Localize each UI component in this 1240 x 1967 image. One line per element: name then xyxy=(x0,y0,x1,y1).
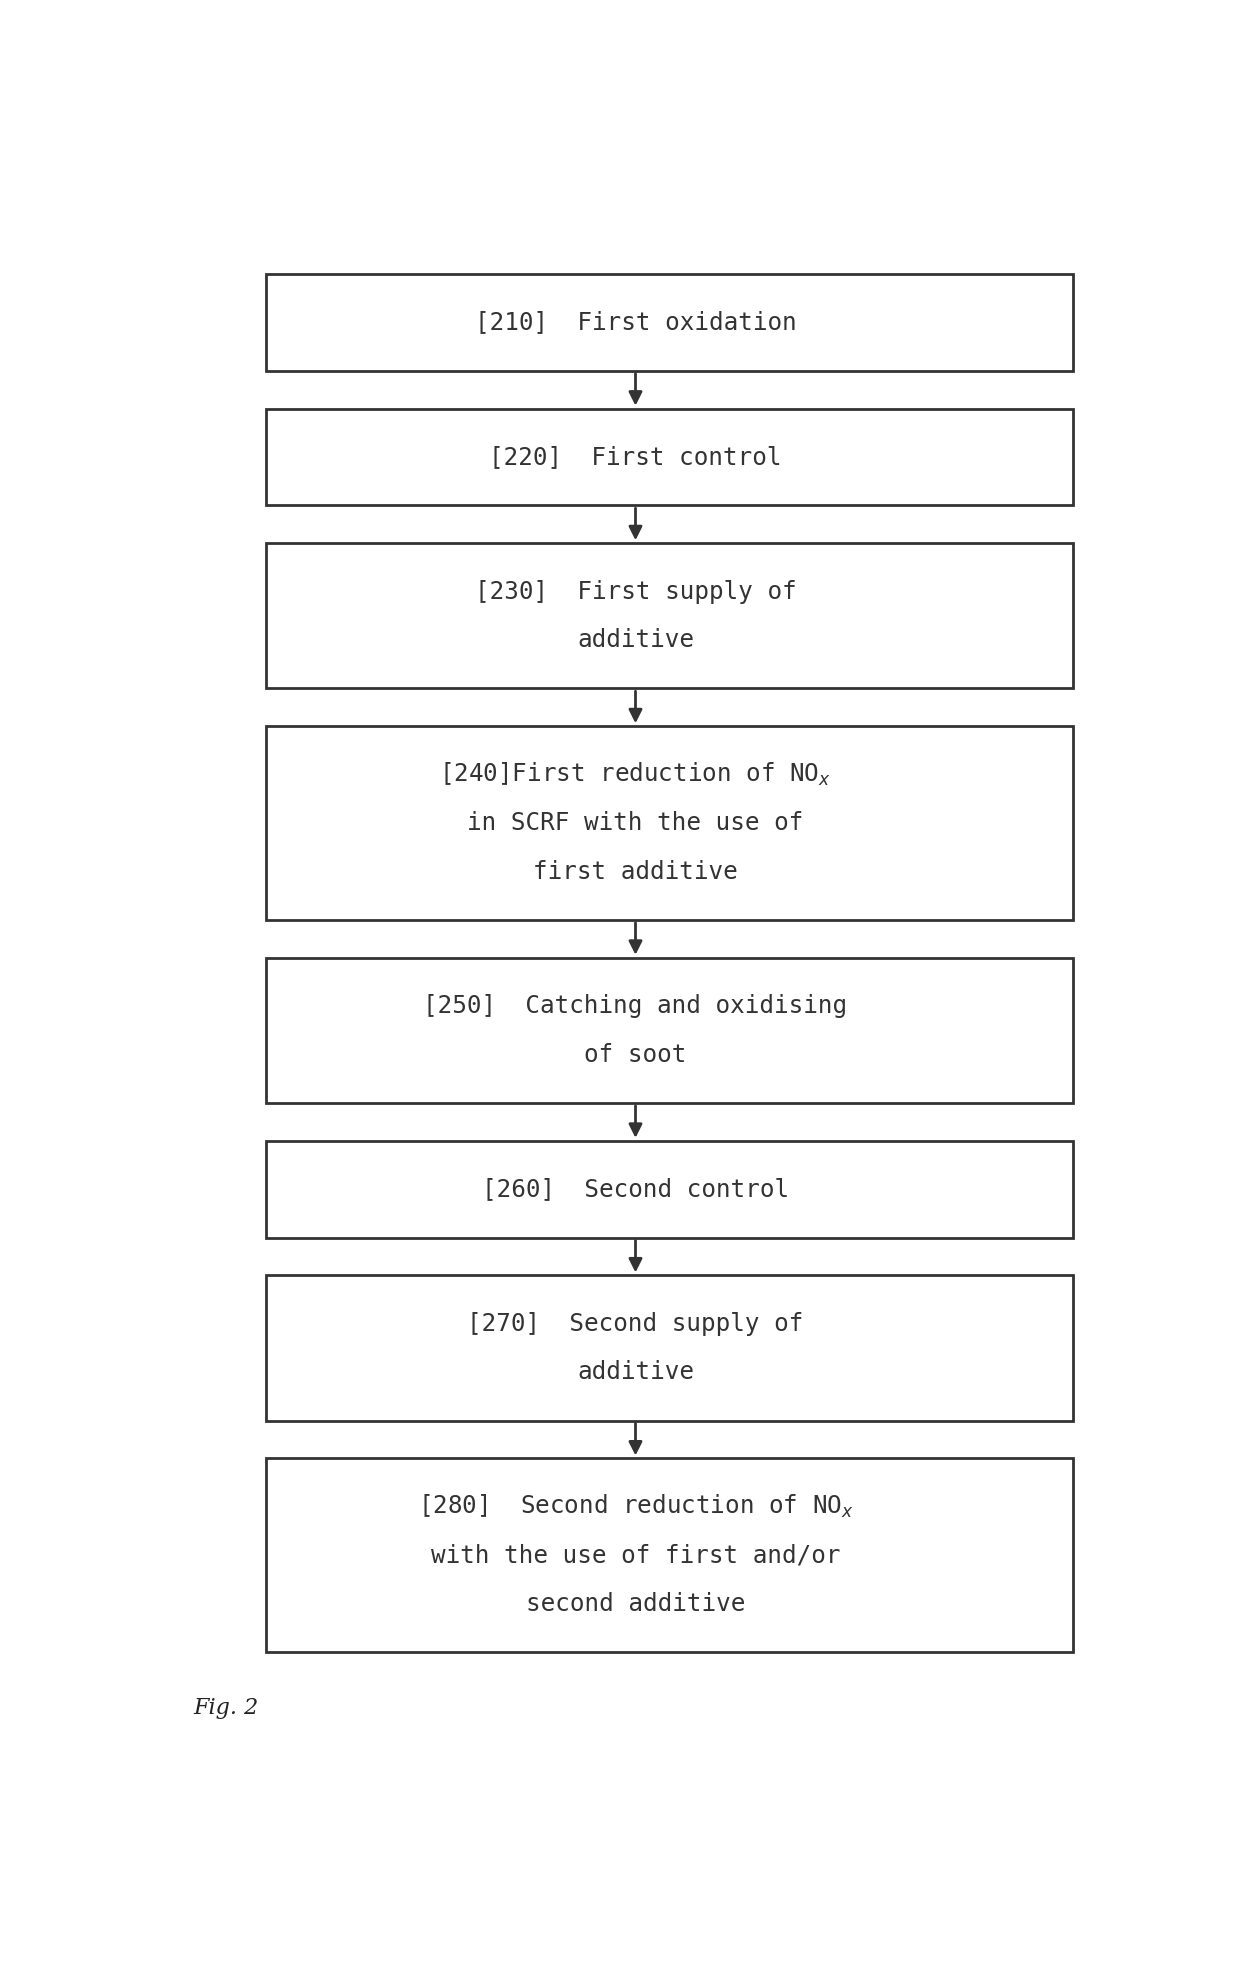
Text: [270]  Second supply of: [270] Second supply of xyxy=(467,1312,804,1336)
Bar xyxy=(265,409,1073,506)
Text: Fig. 2: Fig. 2 xyxy=(193,1698,259,1719)
Text: with the use of first and/or: with the use of first and/or xyxy=(430,1544,841,1568)
Text: additive: additive xyxy=(577,1361,694,1385)
Bar xyxy=(265,1275,1073,1420)
Bar xyxy=(265,726,1073,921)
Bar xyxy=(265,543,1073,688)
Text: in SCRF with the use of: in SCRF with the use of xyxy=(467,810,804,836)
Text: [220]  First control: [220] First control xyxy=(490,445,781,468)
Text: [280]  Second reduction of NO$_x$: [280] Second reduction of NO$_x$ xyxy=(418,1493,853,1520)
Text: [210]  First oxidation: [210] First oxidation xyxy=(475,311,796,334)
Text: additive: additive xyxy=(577,627,694,651)
Text: [260]  Second control: [260] Second control xyxy=(482,1176,789,1202)
Bar xyxy=(265,1458,1073,1652)
Text: [240]First reduction of NO$_x$: [240]First reduction of NO$_x$ xyxy=(439,761,832,789)
Text: [250]  Catching and oxidising: [250] Catching and oxidising xyxy=(423,993,848,1019)
Bar xyxy=(265,273,1073,372)
Bar xyxy=(265,958,1073,1103)
Text: [230]  First supply of: [230] First supply of xyxy=(475,580,796,604)
Text: of soot: of soot xyxy=(584,1043,687,1066)
Text: second additive: second additive xyxy=(526,1591,745,1615)
Bar xyxy=(265,1141,1073,1237)
Text: first additive: first additive xyxy=(533,860,738,883)
